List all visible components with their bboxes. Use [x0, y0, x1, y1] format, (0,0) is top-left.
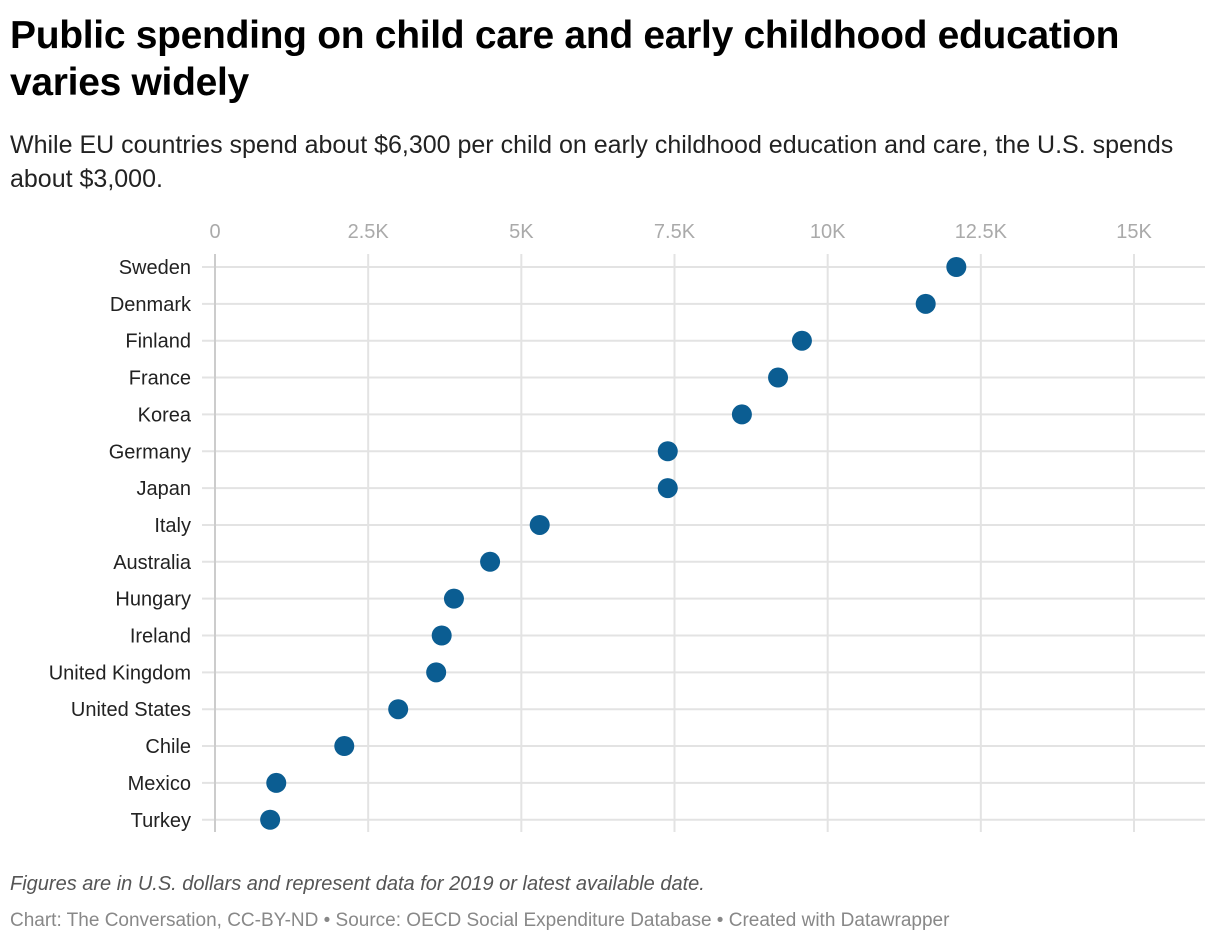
data-point	[657, 441, 678, 462]
category-label: Mexico	[128, 773, 191, 795]
category-label: Ireland	[130, 626, 191, 648]
data-point	[768, 367, 789, 388]
x-tick-label: 7.5K	[654, 221, 696, 243]
data-point	[388, 699, 409, 720]
category-label: Denmark	[110, 294, 192, 316]
category-label: Turkey	[131, 810, 191, 832]
x-tick-label: 15K	[1116, 221, 1152, 243]
data-point	[443, 588, 464, 609]
data-point	[731, 404, 752, 425]
chart-subtitle: While EU countries spend about $6,300 pe…	[10, 131, 1174, 193]
chart-note: Figures are in U.S. dollars and represen…	[10, 873, 705, 895]
data-point	[529, 514, 550, 535]
chart-title: Public spending on child care and early …	[10, 14, 1120, 104]
x-tick-label: 2.5K	[348, 221, 390, 243]
category-label: Finland	[125, 331, 191, 353]
category-label: Australia	[113, 552, 192, 574]
data-point	[426, 662, 447, 683]
x-tick-label: 5K	[509, 221, 534, 243]
category-label: United States	[71, 699, 191, 721]
data-point	[657, 478, 678, 499]
data-point	[266, 772, 287, 793]
category-label: Italy	[154, 515, 191, 537]
data-point	[946, 257, 967, 277]
x-tick-label: 10K	[810, 221, 846, 243]
data-point	[915, 293, 936, 314]
category-label: France	[129, 368, 191, 390]
category-label: Germany	[109, 441, 191, 463]
data-point	[334, 736, 355, 757]
category-label: Korea	[138, 404, 192, 426]
chart-byline: Chart: The Conversation, CC-BY-ND • Sour…	[10, 910, 950, 931]
data-point	[480, 551, 501, 572]
x-tick-label: 12.5K	[955, 221, 1008, 243]
category-label: Sweden	[119, 257, 191, 279]
category-label: Hungary	[115, 589, 191, 611]
data-point	[431, 625, 452, 646]
data-point	[260, 809, 281, 830]
data-point	[791, 330, 812, 351]
category-label: Japan	[137, 478, 192, 500]
x-tick-label: 0	[209, 221, 220, 243]
category-label: United Kingdom	[49, 662, 191, 684]
category-label: Chile	[145, 736, 191, 758]
